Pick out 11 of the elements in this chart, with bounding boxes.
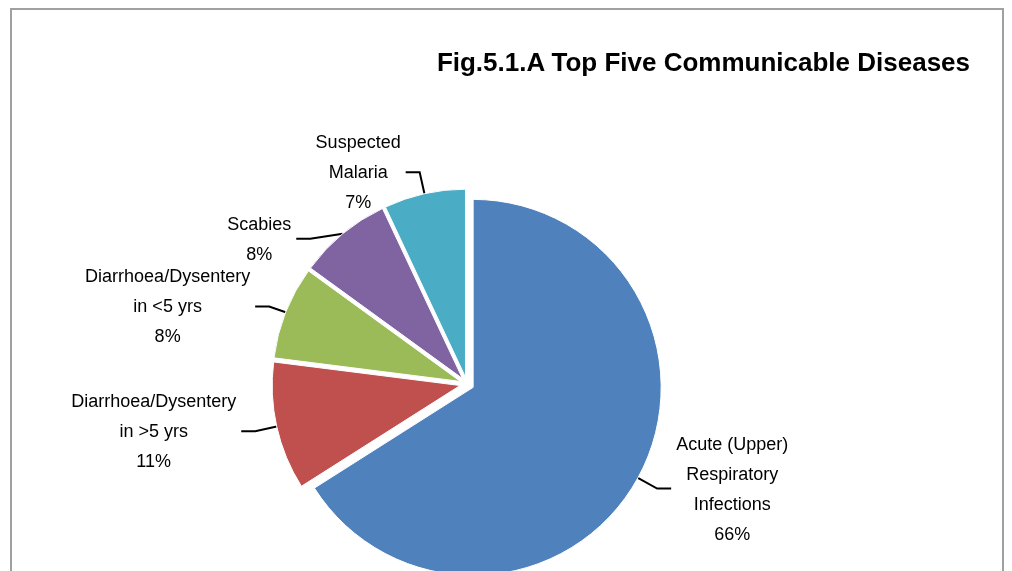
data-label: 8% xyxy=(246,243,273,264)
chart-title: Fig.5.1.A Top Five Communicable Diseases xyxy=(436,47,971,77)
slice-label: Acute (Upper) Respiratory Infections xyxy=(676,433,789,514)
slice-label: Diarrhoea/Dysentery in <5 yrs xyxy=(85,266,251,317)
data-label: 11% xyxy=(136,451,172,472)
slice-label: Diarrhoea/Dysentery in >5 yrs xyxy=(71,391,237,442)
data-label: 7% xyxy=(345,192,372,213)
slice-label: Scabies xyxy=(227,213,292,234)
slice-label: Suspected Malaria xyxy=(315,132,401,183)
data-label: 66% xyxy=(714,523,751,544)
data-label: 8% xyxy=(154,326,181,347)
